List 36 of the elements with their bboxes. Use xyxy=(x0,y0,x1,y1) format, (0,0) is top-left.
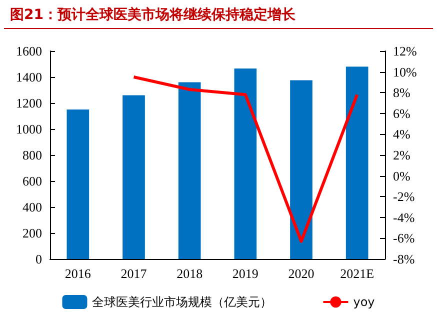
y-tick-label: 1000 xyxy=(16,122,42,136)
bar xyxy=(122,95,145,259)
legend-label: 全球医美行业市场规模（亿美元） xyxy=(92,295,272,309)
y2-tick-label: 10% xyxy=(393,64,417,80)
y-tick-label: 0 xyxy=(36,252,42,266)
bar xyxy=(290,80,312,259)
chart-title: 图21：预计全球医美市场将继续保持稳定增长 xyxy=(4,0,433,29)
x-tick-label: 2018 xyxy=(176,266,203,281)
bar xyxy=(66,110,90,259)
y2-tick-label: 0% xyxy=(393,168,410,184)
y-tick-label: 400 xyxy=(22,200,42,214)
y-tick-label: 1400 xyxy=(16,70,42,84)
x-tick-label: 2020 xyxy=(288,266,314,281)
legend-label: yoy xyxy=(353,295,375,309)
line-series xyxy=(132,76,359,243)
y2-tick-label: -4% xyxy=(393,210,415,225)
y2-tick-label: 6% xyxy=(393,106,410,121)
y2-tick-label: 12% xyxy=(393,44,417,58)
y-tick-label: 1600 xyxy=(16,44,42,58)
x-tick-label: 2021E xyxy=(340,266,374,281)
bar xyxy=(234,68,257,259)
y2-tick-label: -8% xyxy=(393,252,415,266)
y2-tick-label: -6% xyxy=(393,230,415,246)
bar xyxy=(346,66,368,259)
x-tick-label: 2019 xyxy=(232,266,258,281)
y2-tick-label: 2% xyxy=(393,148,410,162)
y-tick-label: 800 xyxy=(22,148,42,162)
y-tick-label: 1200 xyxy=(16,96,42,110)
x-tick-label: 2017 xyxy=(120,266,148,281)
bar xyxy=(178,82,201,259)
y2-tick-label: 8% xyxy=(393,85,410,100)
x-tick-label: 2016 xyxy=(64,266,92,281)
y2-tick-label: 4% xyxy=(393,126,410,142)
y2-tick-label: -2% xyxy=(393,189,415,204)
y-tick-label: 200 xyxy=(22,226,42,240)
y-tick-label: 600 xyxy=(22,174,42,188)
